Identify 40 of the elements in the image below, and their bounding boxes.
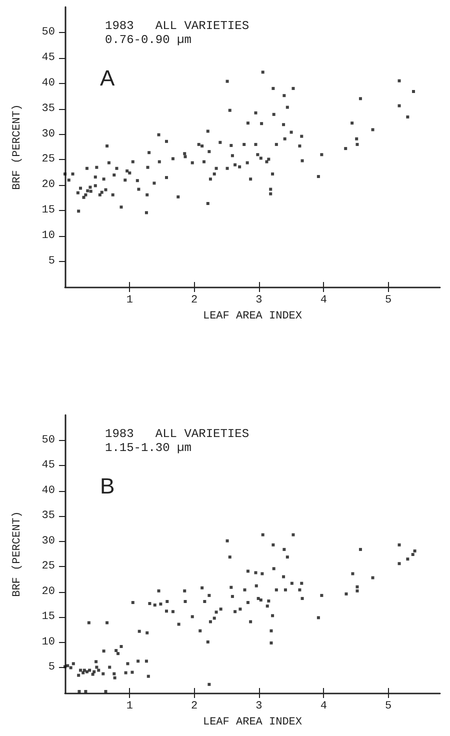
y-tick-label: 45 bbox=[42, 460, 55, 472]
x-axis-title: LEAF AREA INDEX bbox=[202, 716, 302, 728]
y-tick-label: 10 bbox=[42, 636, 55, 648]
y-tick-label: 25 bbox=[42, 154, 55, 166]
text: 0.76-0.90 µm bbox=[105, 33, 192, 47]
text: 1.15-1.30 µm bbox=[105, 441, 192, 455]
x-tick-label: 3 bbox=[256, 700, 262, 712]
y-tick-label: 40 bbox=[42, 77, 55, 90]
y-tick-label: 50 bbox=[42, 434, 55, 446]
y-tick-label: 15 bbox=[42, 204, 55, 217]
y-tick-label: 15 bbox=[42, 611, 55, 624]
y-tick-label: 40 bbox=[42, 484, 55, 497]
y-tick-label: 20 bbox=[42, 179, 55, 192]
y-tick-label: 20 bbox=[42, 586, 55, 598]
text: 1983 ALL VARIETIES bbox=[105, 427, 250, 441]
x-tick-label: 5 bbox=[384, 294, 392, 306]
y-tick-label: 10 bbox=[42, 230, 55, 242]
y-tick-label: 5 bbox=[48, 662, 55, 674]
x-tick-label: 5 bbox=[384, 700, 392, 712]
y-tick-label: 35 bbox=[42, 510, 55, 522]
x-tick-label: 2 bbox=[191, 294, 198, 306]
y-tick-label: 25 bbox=[42, 560, 55, 573]
y-tick-label: 5 bbox=[48, 256, 55, 268]
x-axis-title: LEAF AREA INDEX bbox=[202, 310, 302, 322]
y-tick-label: 35 bbox=[42, 102, 55, 115]
y-tick-label: 50 bbox=[42, 26, 55, 38]
x-tick-label: 1 bbox=[126, 700, 134, 712]
y-tick-label: 45 bbox=[42, 52, 55, 64]
y-tick-label: 30 bbox=[42, 128, 55, 140]
text: 1983 ALL VARIETIES bbox=[105, 19, 250, 33]
x-tick-label: 1 bbox=[126, 294, 134, 306]
y-axis-title: BRF (PERCENT) bbox=[12, 104, 24, 190]
x-tick-label: 3 bbox=[256, 294, 262, 306]
annotation: A bbox=[100, 66, 115, 90]
x-tick-label: 4 bbox=[320, 294, 328, 306]
x-tick-label: 4 bbox=[320, 700, 328, 712]
x-tick-label: 2 bbox=[191, 700, 198, 712]
y-tick-label: 30 bbox=[42, 535, 55, 548]
annotation: B bbox=[100, 474, 115, 498]
y-axis-title: BRF (PERCENT) bbox=[12, 511, 24, 597]
